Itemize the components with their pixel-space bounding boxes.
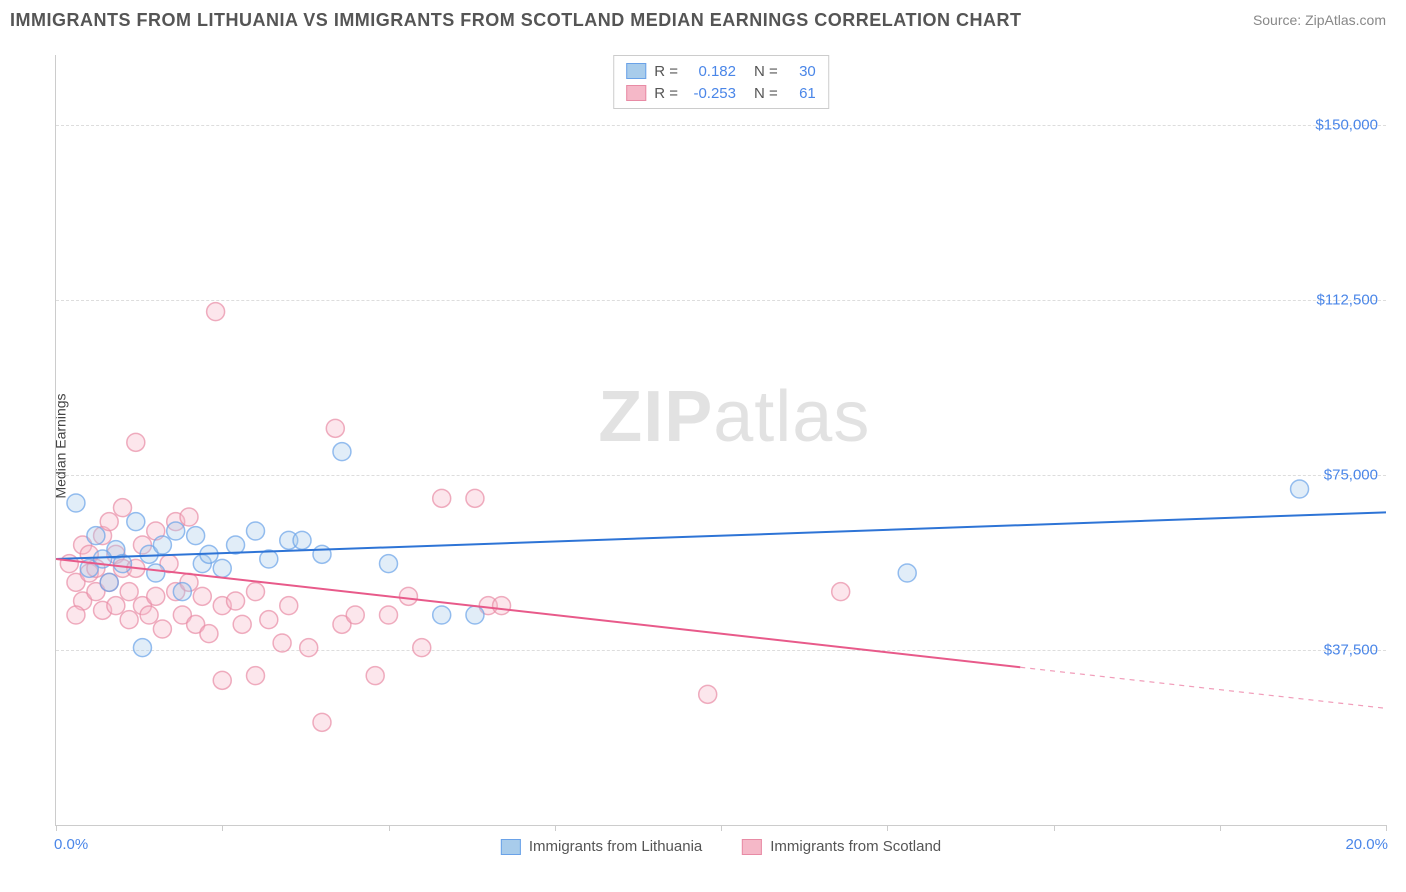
scatter-point: [346, 606, 364, 624]
x-tick: [222, 825, 223, 831]
scatter-point: [127, 433, 145, 451]
scatter-point: [326, 419, 344, 437]
x-tick: [721, 825, 722, 831]
scatter-point: [153, 536, 171, 554]
scatter-point: [200, 625, 218, 643]
scatter-point: [133, 639, 151, 657]
scatter-point: [247, 522, 265, 540]
legend-row-1: R = -0.253 N = 61: [626, 82, 816, 104]
scatter-point: [247, 583, 265, 601]
scatter-point: [366, 667, 384, 685]
scatter-point: [100, 573, 118, 591]
scatter-point: [493, 597, 511, 615]
series-swatch-1: [742, 839, 762, 855]
scatter-point: [313, 713, 331, 731]
x-tick: [389, 825, 390, 831]
x-axis-end: 20.0%: [1345, 836, 1388, 853]
chart-svg: [56, 55, 1386, 825]
legend-r-label-0: R =: [654, 63, 678, 80]
scatter-point: [227, 536, 245, 554]
scatter-point: [313, 545, 331, 563]
legend-row-0: R = 0.182 N = 30: [626, 60, 816, 82]
legend-n-label-0: N =: [754, 63, 778, 80]
x-tick: [555, 825, 556, 831]
scatter-point: [193, 587, 211, 605]
scatter-point: [167, 522, 185, 540]
scatter-point: [399, 587, 417, 605]
series-legend-item-1: Immigrants from Scotland: [742, 838, 941, 855]
legend-r-label-1: R =: [654, 85, 678, 102]
scatter-point: [898, 564, 916, 582]
scatter-point: [380, 555, 398, 573]
x-tick: [1054, 825, 1055, 831]
chart-title: IMMIGRANTS FROM LITHUANIA VS IMMIGRANTS …: [10, 10, 1021, 30]
x-tick: [1220, 825, 1221, 831]
scatter-point: [107, 597, 125, 615]
scatter-point: [147, 564, 165, 582]
legend-n-value-0: 30: [786, 63, 816, 80]
legend-swatch-1: [626, 85, 646, 101]
plot-area: ZIPatlas R = 0.182 N = 30 R = -0.253 N =…: [55, 55, 1386, 826]
scatter-point: [280, 597, 298, 615]
scatter-point: [153, 620, 171, 638]
scatter-point: [207, 303, 225, 321]
scatter-point: [1291, 480, 1309, 498]
scatter-point: [180, 508, 198, 526]
scatter-point: [466, 606, 484, 624]
scatter-point: [187, 527, 205, 545]
scatter-point: [227, 592, 245, 610]
scatter-point: [100, 513, 118, 531]
scatter-point: [120, 583, 138, 601]
scatter-point: [233, 615, 251, 633]
scatter-point: [140, 606, 158, 624]
scatter-point: [293, 531, 311, 549]
series-swatch-0: [501, 839, 521, 855]
scatter-point: [260, 611, 278, 629]
x-axis-start: 0.0%: [54, 836, 88, 853]
scatter-point: [87, 527, 105, 545]
legend-n-label-1: N =: [754, 85, 778, 102]
scatter-point: [247, 667, 265, 685]
scatter-point: [699, 685, 717, 703]
legend-r-value-0: 0.182: [686, 63, 736, 80]
scatter-point: [120, 611, 138, 629]
source-attribution: Source: ZipAtlas.com: [1253, 12, 1386, 28]
scatter-point: [413, 639, 431, 657]
scatter-point: [147, 587, 165, 605]
scatter-point: [67, 494, 85, 512]
trend-line-extrapolated: [1020, 667, 1386, 708]
x-tick: [1386, 825, 1387, 831]
scatter-point: [333, 443, 351, 461]
scatter-point: [213, 559, 231, 577]
scatter-point: [114, 499, 132, 517]
scatter-point: [273, 634, 291, 652]
legend-n-value-1: 61: [786, 85, 816, 102]
scatter-point: [127, 513, 145, 531]
scatter-point: [380, 606, 398, 624]
legend-swatch-0: [626, 63, 646, 79]
series-name-1: Immigrants from Scotland: [770, 838, 941, 855]
legend-r-value-1: -0.253: [686, 85, 736, 102]
series-legend-item-0: Immigrants from Lithuania: [501, 838, 702, 855]
scatter-point: [466, 489, 484, 507]
scatter-point: [433, 606, 451, 624]
scatter-point: [67, 606, 85, 624]
series-name-0: Immigrants from Lithuania: [529, 838, 702, 855]
x-tick: [56, 825, 57, 831]
scatter-point: [213, 671, 231, 689]
scatter-point: [300, 639, 318, 657]
scatter-point: [832, 583, 850, 601]
series-legend: Immigrants from Lithuania Immigrants fro…: [501, 838, 941, 855]
scatter-point: [173, 583, 191, 601]
correlation-legend: R = 0.182 N = 30 R = -0.253 N = 61: [613, 55, 829, 109]
chart-header: IMMIGRANTS FROM LITHUANIA VS IMMIGRANTS …: [10, 10, 1396, 40]
x-tick: [887, 825, 888, 831]
trend-line: [56, 559, 1020, 667]
scatter-point: [433, 489, 451, 507]
